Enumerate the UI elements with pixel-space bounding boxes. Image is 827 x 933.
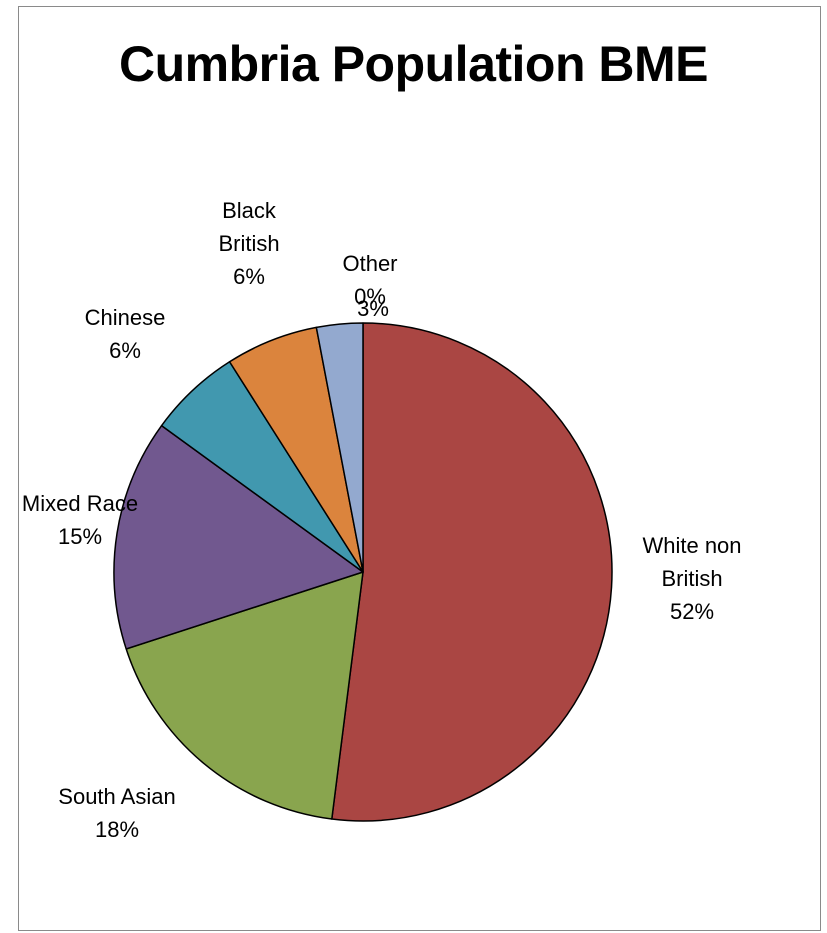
pie-slice-mixed-race xyxy=(113,424,364,650)
pie-slice-south-asian xyxy=(125,571,364,820)
slice-label-line: 52% xyxy=(670,599,714,624)
slice-label-line: British xyxy=(661,566,722,591)
slice-label-line: 6% xyxy=(233,264,265,289)
pie-slice-3- xyxy=(315,322,364,573)
slice-label-line: 0% xyxy=(354,284,386,309)
slice-label-line: British xyxy=(218,231,279,256)
slice-label-line: 15% xyxy=(58,524,102,549)
slice-label-3-: 3% xyxy=(357,296,389,321)
slice-label-black: Black British 6% xyxy=(218,198,279,289)
slice-label-line: South Asian xyxy=(58,784,175,809)
slice-label-line: White non xyxy=(642,533,741,558)
slice-label-south-asian: South Asian 18% xyxy=(58,784,175,842)
pie-slice-white-non xyxy=(331,322,613,822)
slice-label-line: 3% xyxy=(357,296,389,321)
slice-label-line: Other xyxy=(342,251,397,276)
chart-title: Cumbria Population BME xyxy=(119,36,709,92)
slice-label-line: 6% xyxy=(109,338,141,363)
slice-label-line: Chinese xyxy=(85,305,166,330)
slice-label-line: Black xyxy=(222,198,277,223)
slice-label-other: Other 0% xyxy=(342,251,397,309)
slice-label-line: 18% xyxy=(95,817,139,842)
slice-label-mixed-race: Mixed Race 15% xyxy=(22,491,138,549)
slice-label-line: Mixed Race xyxy=(22,491,138,516)
slice-label-white-non: White non British 52% xyxy=(642,533,741,624)
slice-label-chinese: Chinese 6% xyxy=(85,305,166,363)
